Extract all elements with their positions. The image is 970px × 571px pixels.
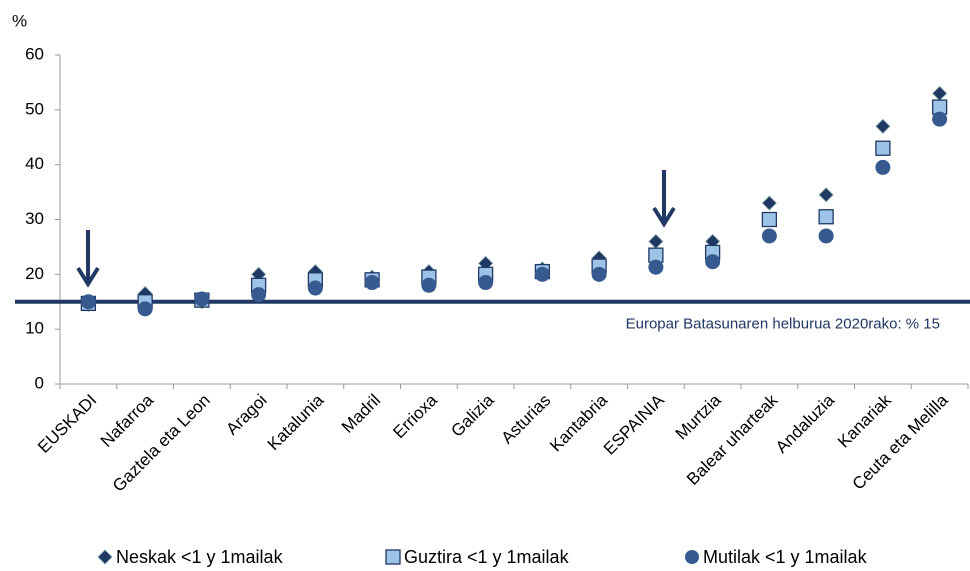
legend-marker [97,549,113,565]
point [875,159,891,175]
point [307,280,323,296]
y-tick-label: 0 [35,373,44,392]
point [818,228,834,244]
y-unit: % [12,11,27,30]
point [875,140,891,156]
point [534,266,550,282]
point [875,118,891,134]
legend-label: Guztira <1 y 1mailak [404,547,570,567]
point [818,209,834,225]
x-tick-label: ESPAINIA [600,390,668,458]
point [761,195,777,211]
x-tick-label: Gaztela eta Leon [109,391,214,496]
y-tick-label: 40 [25,154,44,173]
point [705,254,721,270]
y-tick-label: 10 [25,319,44,338]
legend-marker [385,549,401,565]
point [932,111,948,127]
point [761,211,778,228]
point [421,277,437,293]
x-tick-label: Errioxa [389,390,441,442]
point [478,275,494,291]
y-tick-label: 60 [25,44,44,63]
legend-label: Neskak <1 y 1mailak [116,547,284,567]
point [648,233,664,249]
x-tick-label: Andaluzia [772,390,839,457]
point [761,228,777,244]
x-tick-label: Galizia [447,390,498,441]
point [137,301,153,317]
point [194,291,210,307]
y-tick-label: 50 [25,99,44,118]
x-tick-label: EUSKADI [34,391,100,457]
point [80,294,96,310]
point [364,275,380,291]
point [648,259,664,275]
legend-marker [685,550,699,564]
x-tick-label: Ceuta eta Melilla [849,390,952,493]
point [818,187,834,203]
point [932,85,948,101]
y-tick-label: 20 [25,264,44,283]
point [251,287,267,303]
arrow-head [76,266,100,288]
x-tick-label: Katalunia [264,390,328,454]
x-tick-label: Aragoi [222,391,270,439]
legend-label: Mutilak <1 y 1mailak [703,547,868,567]
arrow-head [652,206,676,228]
x-tick-label: Murtzia [672,390,725,443]
arrows [76,170,676,288]
x-tick-label: Asturias [498,391,555,448]
y-tick-label: 30 [25,209,44,228]
point [591,266,607,282]
target-label: Europar Batasunaren helburua 2020rako: %… [626,316,940,333]
x-tick-label: Madril [338,391,384,437]
